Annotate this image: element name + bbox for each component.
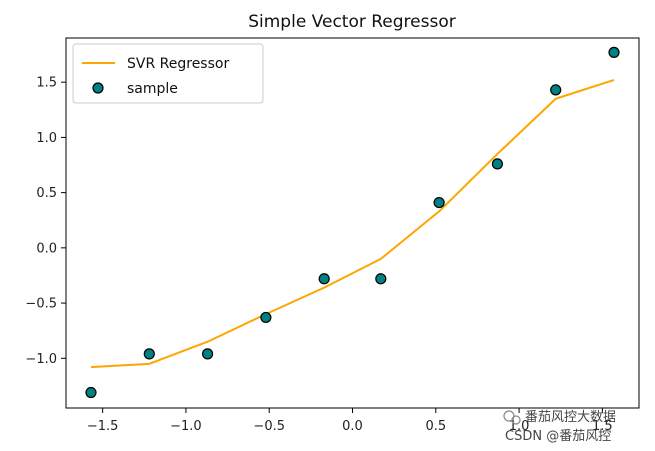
sample-point xyxy=(201,348,214,360)
watermark-account: 番茄风控大数据 xyxy=(525,410,616,425)
sample-point xyxy=(260,311,272,324)
x-tick-label: 0.0 xyxy=(342,419,363,434)
y-axis: −1.0 −0.5 0.0 0.5 1.0 1.5 xyxy=(25,76,66,367)
x-axis: −1.5 −1.0 −0.5 0.0 0.5 1.0 1.5 xyxy=(87,408,613,434)
legend-label-sample: sample xyxy=(127,81,178,97)
sample-point xyxy=(433,196,445,209)
x-tick-label: 1.0 xyxy=(509,419,530,434)
x-tick-label: −1.5 xyxy=(87,419,119,434)
y-tick-label: −1.0 xyxy=(25,352,57,367)
sample-point xyxy=(550,84,562,96)
sample-point xyxy=(491,158,504,170)
chart-title: Simple Vector Regressor xyxy=(248,12,456,32)
x-tick-label: 1.5 xyxy=(592,419,613,434)
series-layer xyxy=(85,46,620,399)
y-tick-label: −0.5 xyxy=(25,297,57,312)
sample-point xyxy=(143,348,155,360)
legend-label-svr: SVR Regressor xyxy=(127,56,229,72)
sample-point xyxy=(375,273,387,285)
wechat-icon-bubble xyxy=(511,415,521,425)
sample-point xyxy=(608,46,620,58)
legend-box xyxy=(72,43,264,104)
legend-marker-swatch xyxy=(92,82,104,94)
x-tick-label: −0.5 xyxy=(253,419,285,434)
y-tick-label: 1.0 xyxy=(36,131,57,146)
sample-point xyxy=(318,273,330,285)
legend: SVR Regressor sample xyxy=(72,43,264,104)
x-tick-label: −1.0 xyxy=(170,419,202,434)
y-tick-label: 0.5 xyxy=(36,186,57,201)
watermark: 番茄风控大数据 CSDN @番茄风控 xyxy=(503,410,616,444)
y-tick-label: 0.0 xyxy=(36,241,57,256)
y-tick-label: 1.5 xyxy=(36,76,57,91)
x-tick-label: 0.5 xyxy=(425,419,446,434)
sample-point xyxy=(85,386,97,399)
watermark-csdn: CSDN @番茄风控 xyxy=(505,429,611,444)
svr-regressor-line xyxy=(90,79,615,369)
